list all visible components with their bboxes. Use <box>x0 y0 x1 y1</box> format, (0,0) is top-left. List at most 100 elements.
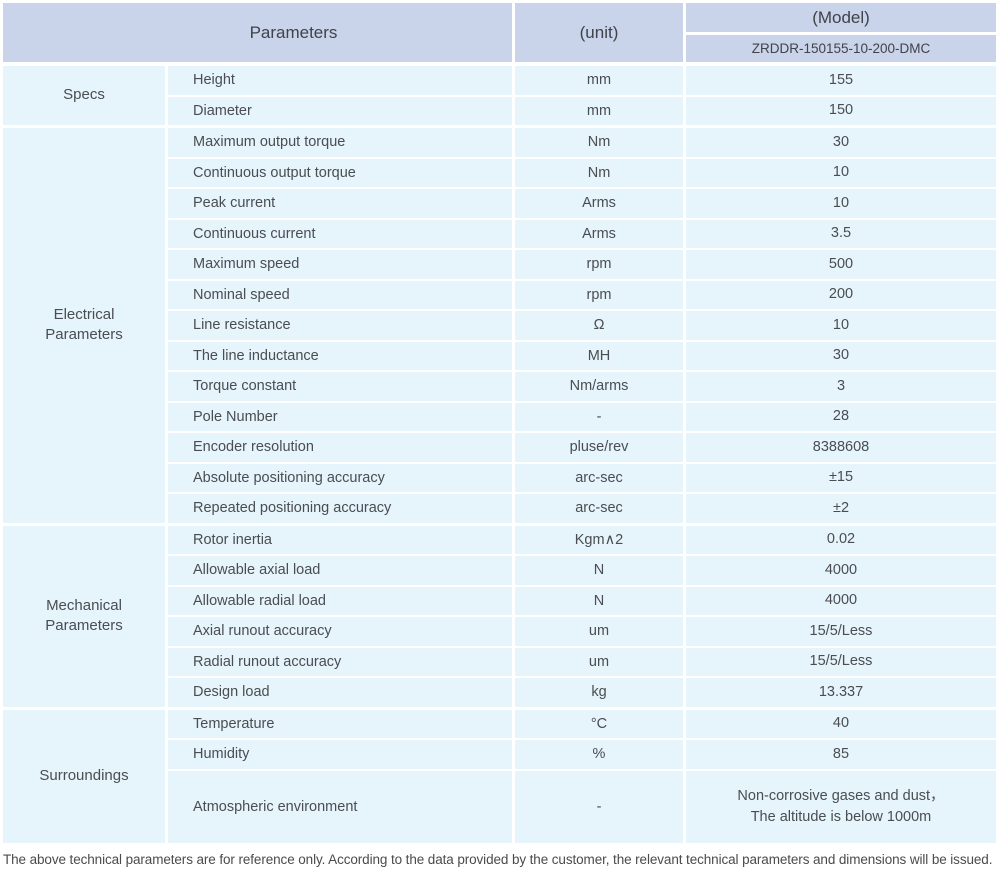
table-row: Continuous output torque Nm 10 <box>168 158 996 187</box>
value-cell: 30 <box>686 341 996 370</box>
section-rows: Temperature °C 40 Humidity % 85 Atmosphe… <box>168 709 996 843</box>
parameter-name-cell: Encoder resolution <box>168 433 512 462</box>
section-rows: Maximum output torque Nm 30 Continuous o… <box>168 128 996 523</box>
unit-cell: arc-sec <box>515 463 683 492</box>
parameter-name-cell: Pole Number <box>168 402 512 431</box>
table-section: Surroundings Temperature °C 40 Humidity … <box>3 709 996 843</box>
model-header-divider <box>686 32 996 35</box>
table-section: Specs Height mm 155 Diameter mm 150 <box>3 66 996 125</box>
footer-note: The above technical parameters are for r… <box>3 852 993 867</box>
parameter-name-cell: Peak current <box>168 189 512 218</box>
unit-cell: pluse/rev <box>515 433 683 462</box>
value-cell: 13.337 <box>686 678 996 707</box>
parameter-name-cell: Radial runout accuracy <box>168 647 512 676</box>
parameter-name-cell: Axial runout accuracy <box>168 617 512 646</box>
value-cell: 10 <box>686 189 996 218</box>
table-header-row: Parameters (unit) (Model) ZRDDR-150155-1… <box>3 3 996 62</box>
unit-cell: Kgm∧2 <box>515 525 683 554</box>
value-cell: 4000 <box>686 556 996 585</box>
unit-cell: °C <box>515 709 683 738</box>
parameter-name-cell: Maximum output torque <box>168 128 512 157</box>
value-cell: 4000 <box>686 586 996 615</box>
value-cell: 155 <box>686 66 996 95</box>
table-row: Axial runout accuracy um 15/5/Less <box>168 617 996 646</box>
table-row: Rotor inertia Kgm∧2 0.02 <box>168 525 996 554</box>
model-header-label: (Model) <box>812 7 870 27</box>
value-cell: 150 <box>686 96 996 125</box>
table-row: Repeated positioning accuracy arc-sec ±2 <box>168 494 996 523</box>
unit-cell: Arms <box>515 219 683 248</box>
value-cell: 85 <box>686 740 996 769</box>
unit-cell: um <box>515 647 683 676</box>
section-rows: Height mm 155 Diameter mm 150 <box>168 66 996 125</box>
unit-cell: N <box>515 586 683 615</box>
parameter-name-cell: Diameter <box>168 96 512 125</box>
table-row: Radial runout accuracy um 15/5/Less <box>168 647 996 676</box>
parameter-name-cell: Humidity <box>168 740 512 769</box>
table-section: Electrical Parameters Maximum output tor… <box>3 128 996 523</box>
value-cell: ±15 <box>686 463 996 492</box>
value-cell: 10 <box>686 311 996 340</box>
parameter-name-cell: Rotor inertia <box>168 525 512 554</box>
table-row: Line resistance Ω 10 <box>168 311 996 340</box>
unit-cell: rpm <box>515 280 683 309</box>
unit-cell: - <box>515 402 683 431</box>
table-row: Maximum speed rpm 500 <box>168 250 996 279</box>
unit-cell: kg <box>515 678 683 707</box>
table-row: Temperature °C 40 <box>168 709 996 738</box>
unit-cell: N <box>515 556 683 585</box>
section-category-label: Surroundings <box>3 709 165 843</box>
parameter-name-cell: Design load <box>168 678 512 707</box>
parameters-header-cell: Parameters <box>3 3 512 62</box>
table-body: Specs Height mm 155 Diameter mm 150 Elec… <box>3 66 996 843</box>
value-cell: 3 <box>686 372 996 401</box>
parameter-name-cell: Continuous current <box>168 219 512 248</box>
unit-cell: Ω <box>515 311 683 340</box>
table-row: Nominal speed rpm 200 <box>168 280 996 309</box>
value-cell: Non-corrosive gases and dust， The altitu… <box>686 770 996 843</box>
table-row: Design load kg 13.337 <box>168 678 996 707</box>
unit-cell: um <box>515 617 683 646</box>
table-row: Torque constant Nm/arms 3 <box>168 372 996 401</box>
table-row: Height mm 155 <box>168 66 996 95</box>
value-cell: 200 <box>686 280 996 309</box>
spec-table: Parameters (unit) (Model) ZRDDR-150155-1… <box>3 3 996 843</box>
value-cell: 15/5/Less <box>686 647 996 676</box>
value-cell: 10 <box>686 158 996 187</box>
value-cell: ±2 <box>686 494 996 523</box>
parameter-name-cell: Allowable axial load <box>168 556 512 585</box>
table-row: Humidity % 85 <box>168 740 996 769</box>
parameter-name-cell: Continuous output torque <box>168 158 512 187</box>
table-row: Allowable radial load N 4000 <box>168 586 996 615</box>
model-number: ZRDDR-150155-10-200-DMC <box>751 41 931 56</box>
value-cell: 30 <box>686 128 996 157</box>
table-row: Pole Number - 28 <box>168 402 996 431</box>
parameter-name-cell: Allowable radial load <box>168 586 512 615</box>
table-section: Mechanical Parameters Rotor inertia Kgm∧… <box>3 525 996 707</box>
table-row: Diameter mm 150 <box>168 96 996 125</box>
table-row: The line inductance MH 30 <box>168 341 996 370</box>
section-category-label: Mechanical Parameters <box>3 525 165 707</box>
value-cell: 28 <box>686 402 996 431</box>
parameter-name-cell: The line inductance <box>168 341 512 370</box>
parameter-name-cell: Height <box>168 66 512 95</box>
value-cell: 500 <box>686 250 996 279</box>
parameter-name-cell: Nominal speed <box>168 280 512 309</box>
table-row: Peak current Arms 10 <box>168 189 996 218</box>
unit-cell: Arms <box>515 189 683 218</box>
parameter-name-cell: Atmospheric environment <box>168 770 512 843</box>
parameter-name-cell: Torque constant <box>168 372 512 401</box>
value-cell: 0.02 <box>686 525 996 554</box>
value-cell: 8388608 <box>686 433 996 462</box>
unit-cell: MH <box>515 341 683 370</box>
table-row: Maximum output torque Nm 30 <box>168 128 996 157</box>
parameter-name-cell: Line resistance <box>168 311 512 340</box>
parameter-name-cell: Repeated positioning accuracy <box>168 494 512 523</box>
value-cell: 15/5/Less <box>686 617 996 646</box>
value-cell: 3.5 <box>686 219 996 248</box>
table-row: Encoder resolution pluse/rev 8388608 <box>168 433 996 462</box>
unit-header-cell: (unit) <box>515 3 683 62</box>
table-row: Absolute positioning accuracy arc-sec ±1… <box>168 463 996 492</box>
unit-cell: - <box>515 770 683 843</box>
unit-cell: mm <box>515 66 683 95</box>
